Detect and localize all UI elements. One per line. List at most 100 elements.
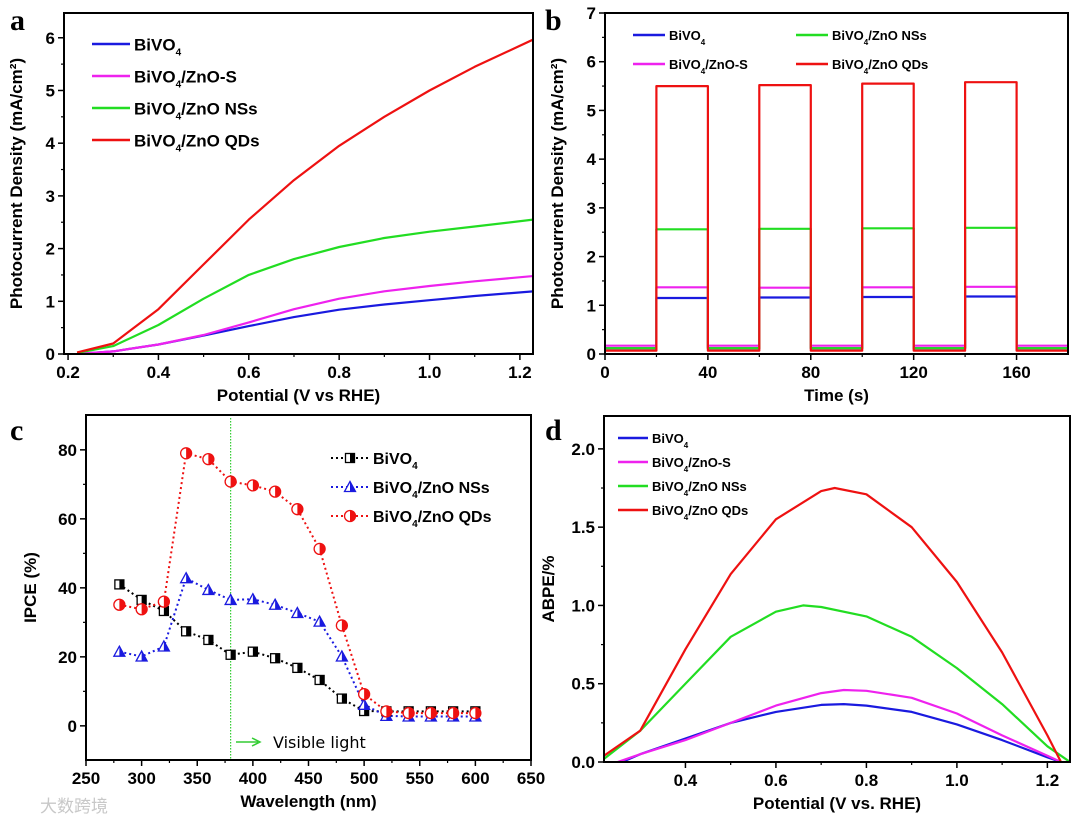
marker-fill (141, 651, 148, 661)
legend: BiVO4​ BiVO4​/ZnO-S BiVO4​/ZnO NSs BiVO4​/Z… (633, 28, 928, 76)
data-point-triangle (357, 697, 371, 710)
series-line-bivo4-zno-nss (119, 577, 476, 718)
legend-label: BiVO4​/ZnO QDs (652, 503, 748, 522)
series-line-bivo4-zno-nss (605, 226, 1068, 350)
x-axis-label: Time (s) (804, 386, 869, 405)
x-tick-label: 0.4 (147, 363, 171, 382)
data-point-circle (291, 503, 304, 516)
y-tick-label: 7 (587, 4, 596, 23)
series-line-bivo4-zno-s (77, 274, 533, 354)
data-point-square (269, 653, 281, 664)
legend-label: BiVO4​/ZnO-S (669, 57, 748, 76)
y-tick-label: 0 (68, 717, 77, 736)
legend-item: BiVO4​/ZnO NSs (618, 479, 747, 498)
data-point-circle (335, 619, 349, 632)
x-tick-label: 80 (801, 363, 820, 382)
data-point-circle (268, 485, 282, 498)
x-tick-label: 650 (517, 769, 545, 788)
data-point-triangle (179, 571, 193, 584)
y-tick-label: 0.0 (571, 753, 595, 772)
legend-marker-icon-circle (343, 509, 357, 523)
marker-fill (141, 595, 147, 605)
y-tick-label: 3 (587, 199, 596, 218)
legend-item: BiVO4​/ZnO QDs (92, 131, 260, 154)
legend-item: BiVO4​ (618, 431, 689, 450)
data-point-square (136, 594, 147, 606)
legend-item: BiVO4​/ZnO NSs (92, 99, 258, 122)
marker-fill (163, 596, 170, 608)
x-tick-label: 120 (899, 363, 927, 382)
series-line-bivo4-zno-qds (605, 81, 1068, 352)
data-point-triangle (335, 649, 349, 662)
marker-fill (208, 635, 213, 645)
marker-fill (163, 640, 170, 651)
data-point-triangle (246, 592, 260, 605)
legend: BiVO4​ BiVO4​/ZnO NSs BiVO4​/ZnO QDs (331, 451, 492, 530)
data-point-square (292, 662, 303, 674)
legend-item: BiVO4​ (331, 451, 418, 472)
x-tick-label: 1.0 (418, 363, 442, 382)
marker-fill (230, 476, 237, 488)
data-point-square (180, 626, 192, 637)
legend-label: BiVO4​/ZnO QDs (832, 57, 928, 76)
y-tick-label: 1 (587, 296, 596, 315)
marker-fill (119, 646, 125, 657)
y-axis-label: Photocurrent Density (mA/cm²) (548, 58, 567, 309)
y-tick-label: 0 (587, 345, 596, 364)
marker-fill (319, 543, 326, 555)
data-point-circle (202, 453, 215, 466)
data-point-triangle (313, 614, 327, 627)
marker-fill (230, 594, 237, 605)
y-tick-label: 2.0 (571, 440, 595, 459)
x-tick-label: 1.2 (1036, 771, 1060, 790)
series-line-bivo4 (118, 583, 476, 713)
marker-fill (297, 607, 303, 618)
legend-label: BiVO4​ (373, 451, 418, 472)
data-point-circle (135, 603, 148, 616)
marker-fill (275, 599, 281, 610)
legend-label: BiVO4​/ZnO NSs (652, 479, 747, 498)
y-tick-label: 6 (587, 53, 596, 72)
series-line-bivo4-zno-s (605, 285, 1068, 347)
marker-fill (208, 584, 214, 595)
y-tick-label: 1.5 (571, 518, 595, 537)
data-point-circle (313, 542, 326, 556)
marker-fill (186, 447, 192, 459)
legend: BiVO4​ BiVO4​/ZnO-S BiVO4​/ZnO NSs BiVO4​/Z… (618, 431, 748, 522)
data-point-triangle (112, 644, 126, 657)
marker-fill (252, 479, 259, 491)
legend-label: BiVO4​ (652, 431, 689, 450)
data-point-circle (224, 475, 237, 488)
y-axis-label: ABPE/% (539, 555, 558, 622)
data-point-circle (380, 705, 393, 718)
x-tick-label: 0.2 (56, 363, 80, 382)
legend-item: BiVO4​/ZnO QDs (331, 509, 492, 530)
series-line-bivo4-zno-qds (119, 452, 476, 715)
y-tick-label: 0 (46, 345, 55, 364)
marker-fill (364, 706, 369, 716)
marker-fill (141, 603, 148, 615)
panel-d: d 0.4 0.6 0.8 1.0 1.2 0.0 0.5 1.0 1.5 2.0 Potential… (539, 414, 1071, 813)
x-tick-label: 600 (461, 769, 489, 788)
x-axis-label: Potential (V vs. RHE) (753, 794, 921, 813)
watermark: 大数跨境 (40, 797, 108, 817)
y-tick-label: 2 (587, 248, 596, 267)
data-point-triangle (224, 593, 238, 606)
data-point-square (247, 646, 259, 657)
marker-fill (297, 503, 303, 515)
y-tick-label: 40 (58, 579, 77, 598)
legend-marker-icon-triangle (343, 480, 357, 493)
y-tick-label: 3 (46, 187, 55, 206)
data-point-circle (402, 706, 415, 720)
marker-fill (350, 481, 356, 492)
x-tick-label: 0.4 (674, 771, 698, 790)
x-axis-label: Potential (V vs RHE) (217, 386, 380, 405)
marker-fill (341, 619, 348, 631)
data-point-circle (469, 706, 482, 720)
legend-label: BiVO4​/ZnO NSs (832, 28, 927, 47)
marker-fill (163, 606, 169, 616)
marker-fill (341, 694, 347, 704)
marker-fill (252, 593, 259, 604)
y-tick-label: 60 (58, 510, 77, 529)
